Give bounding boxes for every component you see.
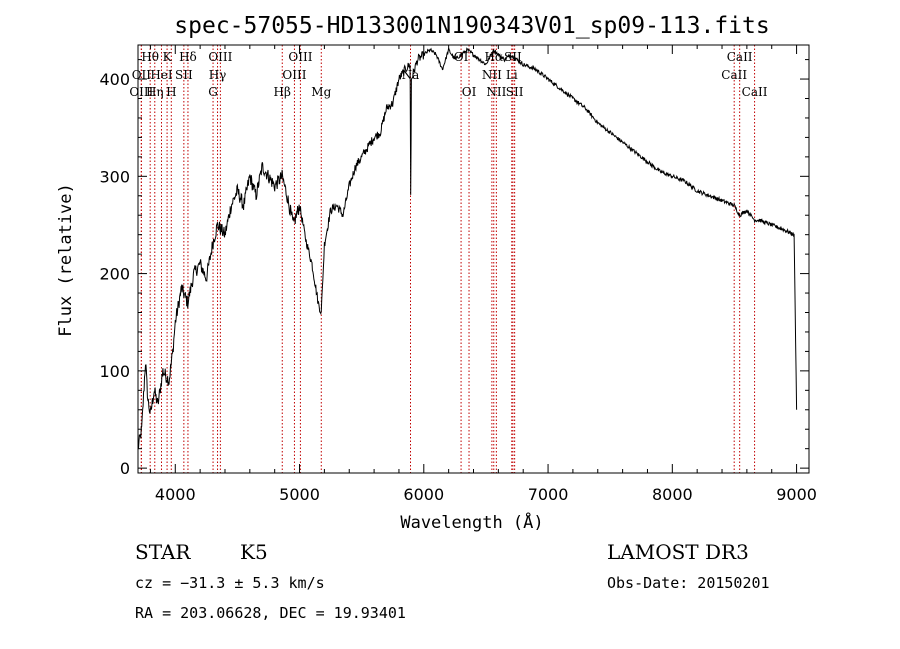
redshift-cz: cz = −31.3 ± 5.3 km/s (135, 574, 325, 592)
spectral-lines-layer (140, 45, 756, 473)
y-tick-label: 0 (120, 459, 130, 478)
spectral-line-label: SII (504, 50, 522, 64)
spectral-line-label: OI (454, 50, 469, 64)
x-tick-label: 9000 (776, 485, 817, 504)
spectral-line-label: CaII (742, 85, 768, 99)
x-tick-label: 6000 (403, 485, 444, 504)
y-tick-label: 100 (99, 362, 130, 381)
spectral-line-label: NII (482, 68, 502, 82)
y-tick-label: 400 (99, 70, 130, 89)
spectrum-series-line (137, 47, 798, 450)
object-class: STAR (135, 540, 191, 564)
spectral-line-label: Hθ (141, 50, 159, 64)
spectral-line-label: CaII (727, 50, 753, 64)
spectrum-layer (137, 47, 798, 450)
spectral-line-label: Mg (311, 85, 331, 99)
spectral-line-label: OII (132, 68, 152, 82)
axis-ticks-layer: 4000 5000 6000 7000 8000 9000 0 100 200 300 400 (99, 45, 817, 504)
spectral-line-label: OIII (129, 85, 153, 99)
spectral-line-label: G (208, 85, 218, 99)
x-tick-label: 8000 (652, 485, 693, 504)
y-tick-label: 200 (99, 265, 130, 284)
spectral-line-label: OIII (288, 50, 312, 64)
spectral-line-label: HeI (150, 68, 173, 82)
spectral-line-label: Hα (484, 50, 503, 64)
chart-title: spec-57055-HD133001N190343V01_sp09-113.f… (174, 13, 769, 39)
spectral-line-label: H (166, 85, 176, 99)
x-tick-label: 4000 (155, 485, 196, 504)
y-tick-label: 300 (99, 167, 130, 186)
x-axis-label: Wavelength (Å) (400, 511, 543, 533)
x-tick-label: 5000 (279, 485, 320, 504)
spectral-line-label: K (163, 50, 173, 64)
ra-dec: RA = 203.06628, DEC = 19.93401 (135, 604, 406, 622)
spectral-line-label: SII (175, 68, 193, 82)
spectral-line-label: OIII (208, 50, 232, 64)
spectral-line-label: Li (506, 68, 518, 82)
spectral-line-label: CaII (721, 68, 747, 82)
object-subclass: K5 (240, 540, 268, 564)
spectral-line-label: OIII (282, 68, 306, 82)
spectral-line-label: OI (462, 85, 477, 99)
obs-date: Obs-Date: 20150201 (607, 574, 770, 592)
spectral-line-label: Na (402, 68, 420, 82)
survey-name: LAMOST DR3 (607, 540, 749, 564)
x-tick-label: 7000 (528, 485, 569, 504)
spectral-line-label: Hη (146, 85, 164, 99)
y-axis-label: Flux (relative) (56, 183, 76, 337)
spectral-line-label: NII (486, 85, 506, 99)
spectral-line-label: Hβ (274, 85, 291, 99)
plot-frame (137, 44, 810, 474)
spectral-line-label: Hδ (179, 50, 197, 64)
spectral-line-label: Hγ (209, 68, 227, 82)
spectral-line-label: SII (506, 85, 524, 99)
